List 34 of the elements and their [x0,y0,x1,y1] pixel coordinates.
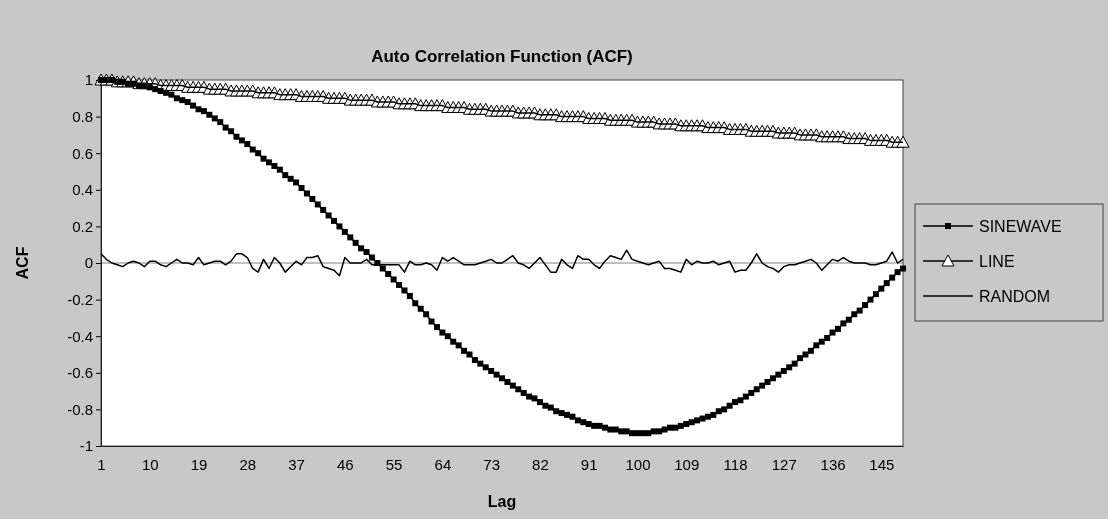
x-tick-label: 118 [723,456,748,473]
y-tick-label: 0.2 [72,217,93,235]
y-axis-title: ACF [14,246,31,280]
x-tick-label: 64 [434,456,452,473]
y-tick-label: 0.4 [72,181,93,199]
x-tick-label: 46 [337,456,354,473]
legend-label: RANDOM [979,288,1051,305]
x-tick-label: 127 [771,456,797,473]
x-tick-label: 73 [483,456,501,473]
x-tick-label: 91 [580,456,598,473]
x-tick-label: 145 [869,456,895,473]
y-tick-label: 1 [84,71,93,89]
x-tick-label: 136 [820,456,846,473]
y-tick-label: -0.8 [67,400,93,418]
y-tick-label: -0.6 [67,364,93,382]
y-tick-label: -0.2 [67,290,93,308]
x-tick-label: 109 [674,456,700,473]
x-tick-label: 100 [625,456,651,473]
y-tick-label: 0.8 [72,107,93,125]
x-tick-label: 37 [288,456,305,473]
x-tick-label: 1 [97,456,106,473]
legend-label: SINEWAVE [979,218,1062,235]
x-tick-label: 82 [532,456,549,473]
x-axis-title: Lag [487,493,517,510]
chart-title: Auto Correlation Function (ACF) [371,47,633,66]
x-tick-label: 19 [190,456,208,473]
y-tick-label: 0 [84,254,93,272]
x-tick-label: 28 [239,456,257,473]
x-tick-label: 55 [385,456,403,473]
legend-label: LINE [979,253,1015,270]
y-tick-label: -0.4 [67,327,93,345]
y-tick-label: -1 [79,437,93,455]
x-tick-label: 10 [141,456,159,473]
y-tick-label: 0.6 [72,144,93,162]
